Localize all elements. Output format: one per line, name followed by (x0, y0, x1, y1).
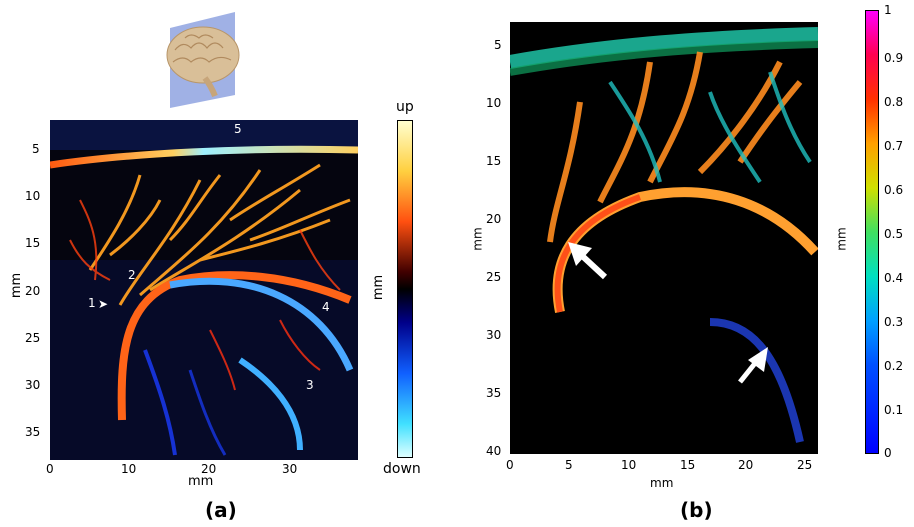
colorbar-b-tick: 0.8 (884, 95, 904, 109)
x-tick-b: 20 (738, 458, 754, 472)
y-tick-a: 10 (25, 189, 41, 203)
annotation-2: 2 (128, 268, 136, 282)
x-tick-b: 0 (506, 458, 514, 472)
panel-label-b: (b) (680, 498, 713, 522)
y-tick-b: 10 (486, 96, 502, 110)
annotation-1: 1 (88, 296, 96, 310)
x-tick-a: 0 (46, 462, 54, 476)
annotation-4: 4 (322, 300, 330, 314)
colorbar-b-tick: 0.4 (884, 271, 904, 285)
x-tick-b: 5 (565, 458, 573, 472)
annotation-5: 5 (234, 122, 242, 136)
brain-icon (166, 12, 240, 108)
colorbar-b-tick: 0.2 (884, 359, 904, 373)
arrow-1-icon: ➤ (98, 297, 109, 311)
y-tick-a: 25 (25, 331, 41, 345)
x-tick-b: 25 (797, 458, 813, 472)
y-tick-a: 15 (25, 236, 41, 250)
x-axis-label-a: mm (188, 474, 214, 489)
y-tick-b: 25 (486, 270, 502, 284)
colorbar-b-tick: 0.9 (884, 51, 904, 65)
y-tick-b: 30 (486, 328, 502, 342)
y-axis-label-b: mm (470, 227, 485, 251)
y-tick-b: 35 (486, 386, 502, 400)
y-tick-a: 35 (25, 425, 41, 439)
ultrasound-image-a (50, 120, 358, 460)
y-tick-b: 5 (494, 38, 502, 52)
colorbar-b-tick: 1 (884, 3, 892, 17)
colorbar-a-top-label: up (396, 99, 414, 115)
panel-label-a: (a) (205, 498, 237, 522)
colorbar-b-tick: 0.7 (884, 139, 904, 153)
colorbar-b-tick: 0.3 (884, 315, 904, 329)
y-tick-a: 5 (32, 142, 40, 156)
colorbar-b-tick: 0 (884, 446, 892, 460)
colorbar-b-tick: 0.6 (884, 183, 904, 197)
colorbar-a-bottom-label: down (383, 461, 421, 477)
y-tick-b: 15 (486, 154, 502, 168)
x-axis-label-b: mm (650, 476, 674, 490)
ultrasound-image-b (510, 22, 818, 454)
x-tick-a: 10 (121, 462, 137, 476)
x-tick-b: 10 (621, 458, 637, 472)
colorbar-b (865, 10, 879, 454)
colorbar-a (397, 120, 413, 458)
x-tick-b: 15 (680, 458, 696, 472)
colorbar-b-tick: 0.5 (884, 227, 904, 241)
x-tick-a: 20 (201, 462, 217, 476)
panel-b: 5 10 15 20 25 30 35 40 mm 0 5 10 15 20 2… (440, 0, 914, 527)
annotation-3: 3 (306, 378, 314, 392)
y-tick-a: 30 (25, 378, 41, 392)
colorbar-a-side-label: mm (371, 274, 387, 301)
y-tick-b: 20 (486, 212, 502, 226)
y-tick-a: 20 (25, 284, 41, 298)
x-tick-a: 30 (282, 462, 298, 476)
colorbar-b-side-label: mm (834, 227, 849, 251)
panel-a: 1 ➤ 2 3 4 5 5 10 15 20 25 30 35 mm 0 10 … (0, 0, 440, 527)
y-tick-b: 40 (486, 444, 502, 458)
colorbar-b-tick: 0.1 (884, 403, 904, 417)
y-axis-label-a: mm (9, 272, 25, 299)
